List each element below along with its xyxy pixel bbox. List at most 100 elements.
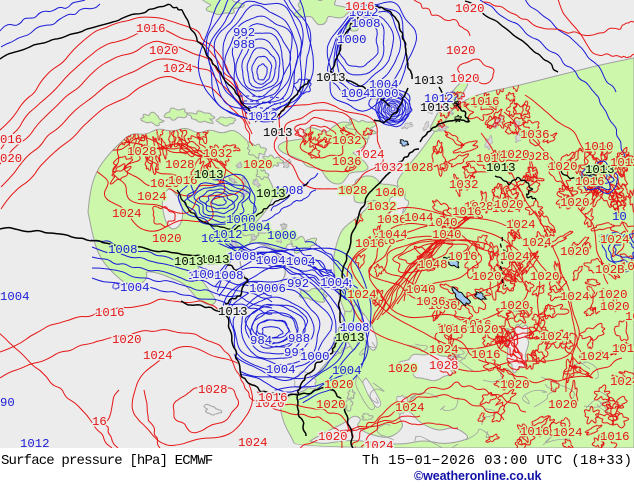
svg-text:102B: 102B [595,263,625,277]
svg-text:1020: 1020 [600,300,630,314]
svg-text:1020: 1020 [469,323,499,337]
svg-text:1024: 1024 [112,207,142,221]
svg-text:1012: 1012 [610,156,634,170]
svg-text:1020: 1020 [500,378,530,392]
svg-text:1028: 1028 [127,145,157,159]
svg-text:1048: 1048 [418,258,448,272]
svg-text:1016: 1016 [452,205,482,219]
svg-text:1032: 1032 [332,134,362,148]
svg-text:1020: 1020 [446,44,476,58]
svg-text:1024: 1024 [580,350,610,364]
svg-text:1032: 1032 [374,161,404,175]
svg-text:1020: 1020 [500,148,530,162]
svg-text:100: 100 [192,268,214,282]
svg-text:1000: 1000 [267,229,297,243]
svg-text:1016: 1016 [470,95,500,109]
svg-text:1024: 1024 [560,290,590,304]
svg-text:1004: 1004 [0,290,30,304]
svg-text:10006: 10006 [249,282,286,296]
svg-text:1024: 1024 [429,343,459,357]
svg-text:1020: 1020 [548,398,578,412]
svg-text:1024: 1024 [347,288,377,302]
svg-text:1024: 1024 [492,202,522,216]
svg-text:1008: 1008 [227,250,257,264]
svg-text:1044: 1044 [404,211,434,225]
svg-text:1016: 1016 [258,391,288,405]
svg-text:16: 16 [92,415,107,429]
svg-text:1000: 1000 [226,213,256,227]
svg-text:1040: 1040 [406,283,436,297]
svg-text:1004: 1004 [341,87,371,101]
svg-text:1013: 1013 [316,71,346,85]
svg-text:1036: 1036 [428,299,458,313]
svg-text:1016: 1016 [600,430,630,444]
svg-text:1020: 1020 [598,288,628,302]
svg-text:1012: 1012 [213,228,243,242]
svg-text:1024: 1024 [355,148,385,162]
svg-text:1020: 1020 [152,232,182,246]
svg-text:1036: 1036 [520,128,550,142]
svg-text:1012: 1012 [349,6,379,20]
svg-text:1004: 1004 [241,221,271,235]
svg-text:1000: 1000 [300,350,330,364]
svg-text:1004: 1004 [286,255,316,269]
svg-text:1040: 1040 [375,186,405,200]
svg-text:1008: 1008 [108,243,138,257]
svg-text:1020: 1020 [255,397,285,411]
svg-text:1016: 1016 [476,152,506,166]
svg-text:1004: 1004 [598,232,628,246]
svg-text:1024: 1024 [143,349,173,363]
svg-text:988: 988 [233,38,255,52]
svg-text:1024: 1024 [553,426,583,440]
svg-text:1024: 1024 [137,190,167,204]
svg-text:1020: 1020 [450,72,480,86]
svg-text:1013: 1013 [414,74,444,88]
svg-text:1024: 1024 [600,233,630,247]
svg-text:1012: 1012 [424,92,454,106]
svg-text:1012: 1012 [248,110,278,124]
svg-text:1013: 1013 [256,187,286,201]
svg-text:1020: 1020 [560,196,590,210]
svg-text:984: 984 [250,334,272,348]
svg-text:1000: 1000 [369,87,399,101]
svg-text:1016: 1016 [366,234,396,248]
svg-text:1024: 1024 [238,436,268,448]
svg-text:1013: 1013 [200,253,230,267]
svg-text:1016: 1016 [345,0,375,14]
svg-text:1000: 1000 [337,33,367,47]
svg-text:1016: 1016 [612,342,634,356]
svg-text:1024: 1024 [500,250,530,264]
svg-text:992: 992 [287,277,309,291]
svg-text:1020: 1020 [560,245,590,259]
svg-text:1032: 1032 [367,200,397,214]
svg-text:1012: 1012 [201,232,231,246]
svg-text:992: 992 [233,26,255,40]
svg-text:1008: 1008 [351,17,381,31]
svg-text:1024: 1024 [540,330,570,344]
svg-text:1020: 1020 [548,160,578,174]
svg-text:1032: 1032 [203,147,233,161]
svg-text:1016: 1016 [136,22,166,36]
svg-text:1016: 1016 [471,348,501,362]
svg-text:1020: 1020 [149,44,179,58]
svg-text:1024: 1024 [610,375,634,389]
svg-text:1004: 1004 [320,276,350,290]
svg-text:1008: 1008 [214,269,244,283]
svg-text:1004: 1004 [323,278,353,292]
svg-text:1040: 1040 [432,228,462,242]
svg-text:1020: 1020 [472,270,502,284]
svg-text:1013: 1013 [335,331,365,345]
svg-text:1016: 1016 [448,250,478,264]
svg-text:1010: 1010 [584,140,614,154]
svg-text:1040: 1040 [428,216,458,230]
svg-text:1016: 1016 [95,306,125,320]
svg-text:1024: 1024 [163,62,193,76]
svg-text:1024: 1024 [506,218,536,232]
svg-text:1013: 1013 [420,101,450,115]
svg-text:1004: 1004 [266,363,296,377]
svg-text:988: 988 [288,332,310,346]
svg-text:1004: 1004 [120,281,150,295]
svg-text:1013: 1013 [486,161,516,175]
svg-text:1028: 1028 [338,184,368,198]
svg-text:1020: 1020 [530,270,560,284]
